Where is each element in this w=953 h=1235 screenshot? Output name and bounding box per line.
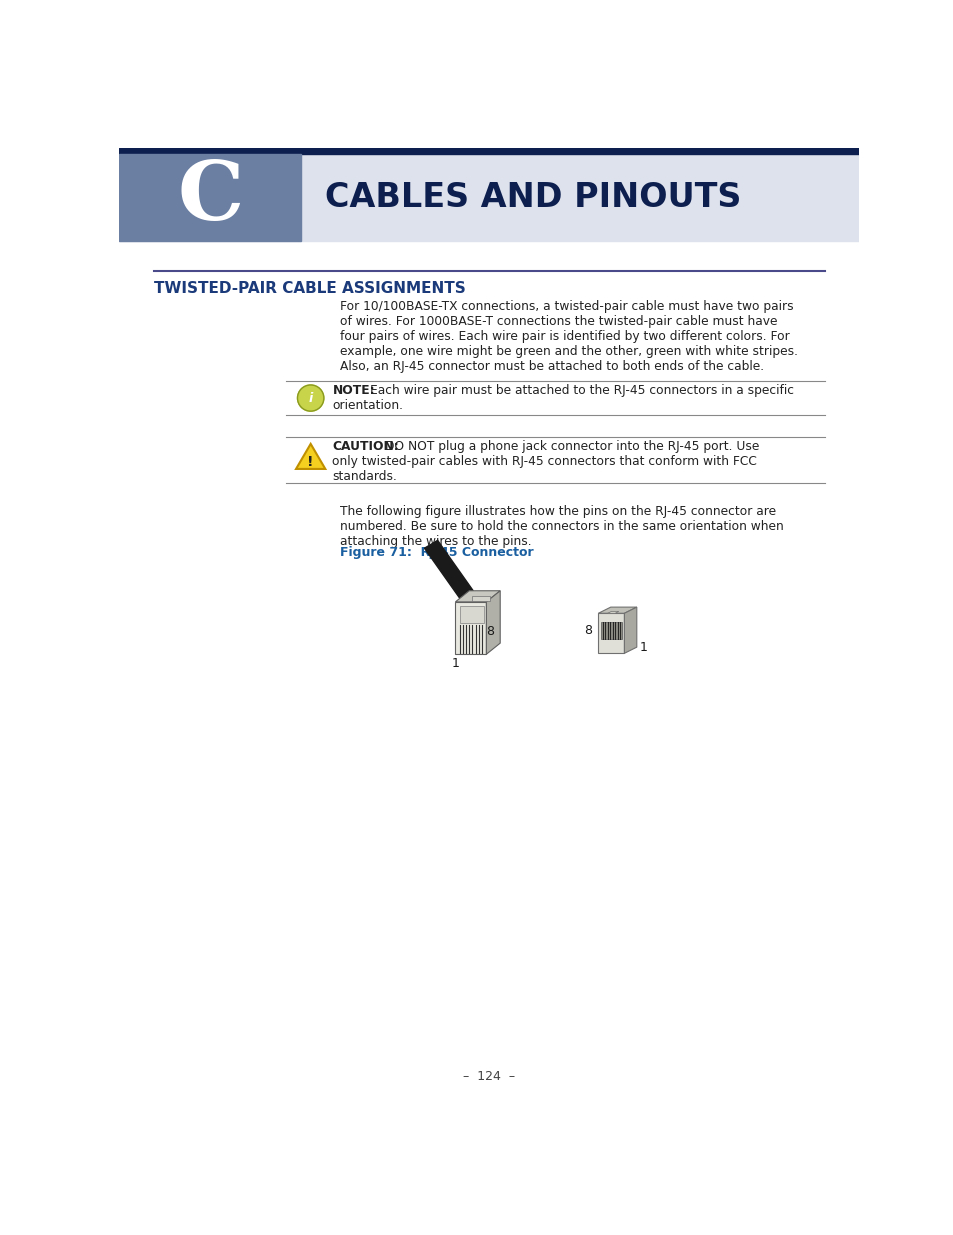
Text: four pairs of wires. Each wire pair is identified by two different colors. For: four pairs of wires. Each wire pair is i…: [340, 330, 789, 343]
Text: CABLES AND PINOUTS: CABLES AND PINOUTS: [324, 182, 740, 214]
Bar: [119, 148, 858, 154]
Circle shape: [297, 385, 323, 411]
Polygon shape: [600, 622, 621, 640]
Text: Each wire pair must be attached to the RJ-45 connectors in a specific: Each wire pair must be attached to the R…: [369, 384, 793, 396]
Text: Also, an RJ-45 connector must be attached to both ends of the cable.: Also, an RJ-45 connector must be attache…: [340, 359, 763, 373]
Text: i: i: [308, 391, 313, 405]
Bar: [119, 154, 858, 241]
Text: example, one wire might be green and the other, green with white stripes.: example, one wire might be green and the…: [340, 345, 798, 358]
Text: TWISTED-PAIR CABLE ASSIGNMENTS: TWISTED-PAIR CABLE ASSIGNMENTS: [154, 282, 465, 296]
Text: CAUTION:: CAUTION:: [332, 440, 398, 453]
Text: numbered. Be sure to hold the connectors in the same orientation when: numbered. Be sure to hold the connectors…: [340, 520, 783, 532]
Text: For 10/100BASE-TX connections, a twisted-pair cable must have two pairs: For 10/100BASE-TX connections, a twisted…: [340, 300, 793, 312]
Text: of wires. For 1000BASE-T connections the twisted-pair cable must have: of wires. For 1000BASE-T connections the…: [340, 315, 777, 329]
Text: orientation.: orientation.: [332, 399, 403, 411]
Polygon shape: [598, 614, 624, 653]
Polygon shape: [455, 601, 486, 655]
Text: DO NOT plug a phone jack connector into the RJ-45 port. Use: DO NOT plug a phone jack connector into …: [385, 440, 759, 453]
Text: Figure 71:  RJ-45 Connector: Figure 71: RJ-45 Connector: [340, 546, 533, 558]
Polygon shape: [624, 608, 637, 653]
Polygon shape: [598, 608, 637, 614]
Polygon shape: [486, 590, 499, 655]
Text: C: C: [177, 158, 243, 237]
Text: only twisted-pair cables with RJ-45 connectors that conform with FCC: only twisted-pair cables with RJ-45 conn…: [332, 454, 757, 468]
Polygon shape: [472, 597, 490, 600]
Text: NOTE:: NOTE:: [332, 384, 375, 396]
Text: –  124  –: – 124 –: [462, 1070, 515, 1083]
Polygon shape: [295, 443, 325, 469]
Text: 8: 8: [583, 625, 592, 637]
Bar: [119, 154, 301, 241]
Polygon shape: [459, 606, 483, 624]
Polygon shape: [607, 611, 618, 614]
Text: 1: 1: [451, 657, 458, 669]
Text: attaching the wires to the pins.: attaching the wires to the pins.: [340, 535, 531, 548]
Text: 1: 1: [639, 641, 646, 653]
Polygon shape: [424, 541, 473, 599]
Text: 8: 8: [485, 625, 494, 638]
Text: !: !: [307, 456, 314, 469]
Text: standards.: standards.: [332, 471, 396, 483]
Text: The following figure illustrates how the pins on the RJ-45 connector are: The following figure illustrates how the…: [340, 505, 776, 517]
Polygon shape: [455, 590, 499, 601]
